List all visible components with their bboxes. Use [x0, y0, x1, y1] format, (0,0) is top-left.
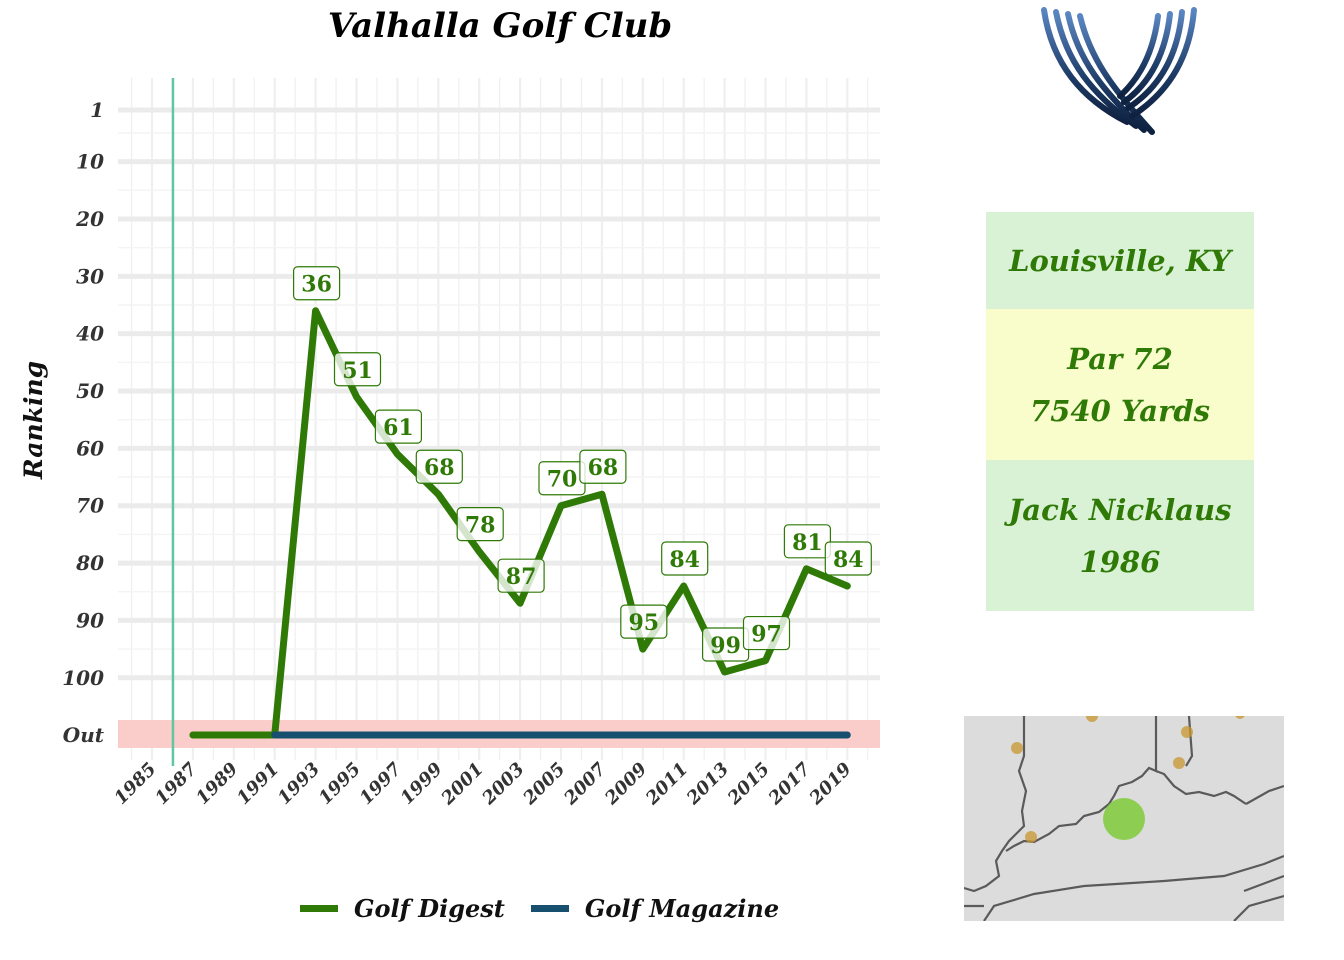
x-tick-label: 1995 [315, 759, 365, 809]
location-text: Louisville, KY [1009, 243, 1231, 278]
club-logo [1041, 7, 1197, 135]
data-label-box [415, 449, 463, 484]
data-label: 36 [293, 266, 341, 301]
y-tick-label: 40 [76, 322, 104, 346]
y-tick-label: Out [63, 723, 105, 747]
data-label-text: 78 [465, 513, 496, 539]
y-tick-label: 70 [76, 494, 104, 518]
ranking-chart: 36 51 61 68 78 87 70 68 95 84 99 97 81 84 1 10 20 30 40 50… [19, 78, 880, 810]
data-label-text: 51 [342, 358, 373, 384]
x-tick-label: 1991 [233, 759, 283, 809]
y-tick-label: 90 [76, 608, 104, 632]
x-tick-label: 1999 [397, 758, 448, 809]
data-label-text: 70 [547, 467, 578, 493]
x-tick-labels: 1985198719891991199319951997199920012003… [110, 758, 856, 809]
valhalla-marker [1103, 798, 1145, 840]
legend-swatch-golf-digest [300, 904, 338, 912]
x-tick-label: 2009 [600, 758, 651, 809]
data-label-box [661, 541, 709, 576]
data-label: 68 [415, 449, 463, 484]
x-tick-label: 2017 [764, 758, 815, 809]
y-tick-label: 10 [76, 150, 104, 174]
location-panel: Louisville, KY [986, 212, 1254, 309]
x-tick-label: 2005 [519, 759, 570, 810]
data-label-box [824, 541, 872, 576]
y-tick-label: 100 [62, 666, 104, 690]
data-label: 97 [742, 615, 791, 651]
x-tick-label: 1993 [274, 759, 324, 809]
data-label-box [293, 266, 341, 301]
data-label: 99 [701, 627, 750, 662]
y-tick-label: 60 [76, 436, 104, 460]
data-label: 95 [620, 604, 668, 639]
legend-item-golf-magazine: Golf Magazine [530, 893, 780, 923]
data-label-text: 95 [628, 610, 659, 636]
data-labels: 36 51 61 68 78 87 70 68 95 84 99 97 81 84 [293, 266, 872, 662]
data-label: 84 [824, 541, 872, 576]
data-label-box [620, 604, 668, 639]
y-tick-label: 30 [76, 264, 104, 288]
legend-label-golf-digest: Golf Digest [354, 893, 505, 923]
legend: Golf Digest Golf Magazine [300, 888, 805, 928]
data-label-box [579, 449, 627, 484]
yards-text: 7540 Yards [1030, 393, 1210, 428]
architect-panel: Jack Nicklaus 1986 [986, 460, 1254, 611]
data-label: 78 [456, 506, 504, 542]
data-label: 68 [579, 449, 627, 484]
x-tick-label: 2003 [478, 759, 529, 810]
data-label: 61 [374, 409, 422, 444]
x-tick-label: 1987 [151, 758, 202, 809]
data-label-text: 87 [506, 564, 537, 590]
grid-lines [118, 78, 880, 760]
par-text: Par 72 [1067, 341, 1173, 376]
other-course-markers [1011, 716, 1245, 843]
data-label-box [374, 409, 422, 444]
data-label: 87 [497, 558, 545, 593]
data-label-text: 97 [751, 622, 782, 648]
data-label: 51 [333, 352, 382, 387]
data-label: 81 [783, 524, 832, 559]
chart-title: Valhalla Golf Club [327, 6, 673, 46]
data-label-text: 68 [588, 455, 619, 481]
data-label-box [497, 558, 545, 593]
architect-text: Jack Nicklaus [1008, 492, 1232, 527]
data-label-text: 68 [424, 455, 455, 481]
x-tick-label: 1985 [110, 759, 160, 809]
x-tick-label: 1997 [356, 758, 407, 809]
legend-swatch-golf-magazine [530, 904, 569, 912]
y-tick-labels: 1 10 20 30 40 50 60 70 80 90 100 Out [62, 98, 105, 747]
data-label: 84 [661, 541, 709, 576]
data-label-text: 36 [301, 272, 332, 298]
x-tick-label: 2015 [723, 759, 774, 810]
x-tick-label: 2013 [682, 759, 733, 810]
data-label-text: 84 [669, 547, 700, 573]
y-tick-label: 50 [76, 379, 104, 403]
data-label-box [333, 352, 382, 387]
y-tick-label: 20 [75, 207, 104, 231]
data-label-text: 61 [383, 415, 414, 441]
x-tick-label: 2011 [641, 759, 692, 810]
data-label: 70 [538, 461, 586, 496]
data-label-box [742, 615, 791, 651]
x-tick-label: 2007 [559, 758, 610, 809]
location-map [964, 716, 1284, 921]
x-tick-label: 2019 [805, 758, 856, 809]
legend-label-golf-magazine: Golf Magazine [584, 893, 780, 923]
x-tick-label: 2001 [437, 759, 488, 810]
x-tick-label: 1989 [192, 758, 243, 809]
data-label-text: 84 [833, 547, 864, 573]
data-label-text: 81 [792, 530, 823, 556]
y-axis-label: Ranking [19, 361, 48, 480]
data-label-box [456, 506, 504, 542]
y-tick-label: 80 [75, 551, 104, 575]
data-label-text: 99 [710, 633, 741, 659]
state-borders [964, 716, 1284, 921]
year-built-text: 1986 [1079, 544, 1161, 579]
course-stats-panel: Par 72 7540 Yards [986, 309, 1254, 460]
legend-item-golf-digest: Golf Digest [300, 894, 505, 923]
data-label-box [783, 524, 832, 559]
y-tick-label: 1 [90, 98, 104, 122]
